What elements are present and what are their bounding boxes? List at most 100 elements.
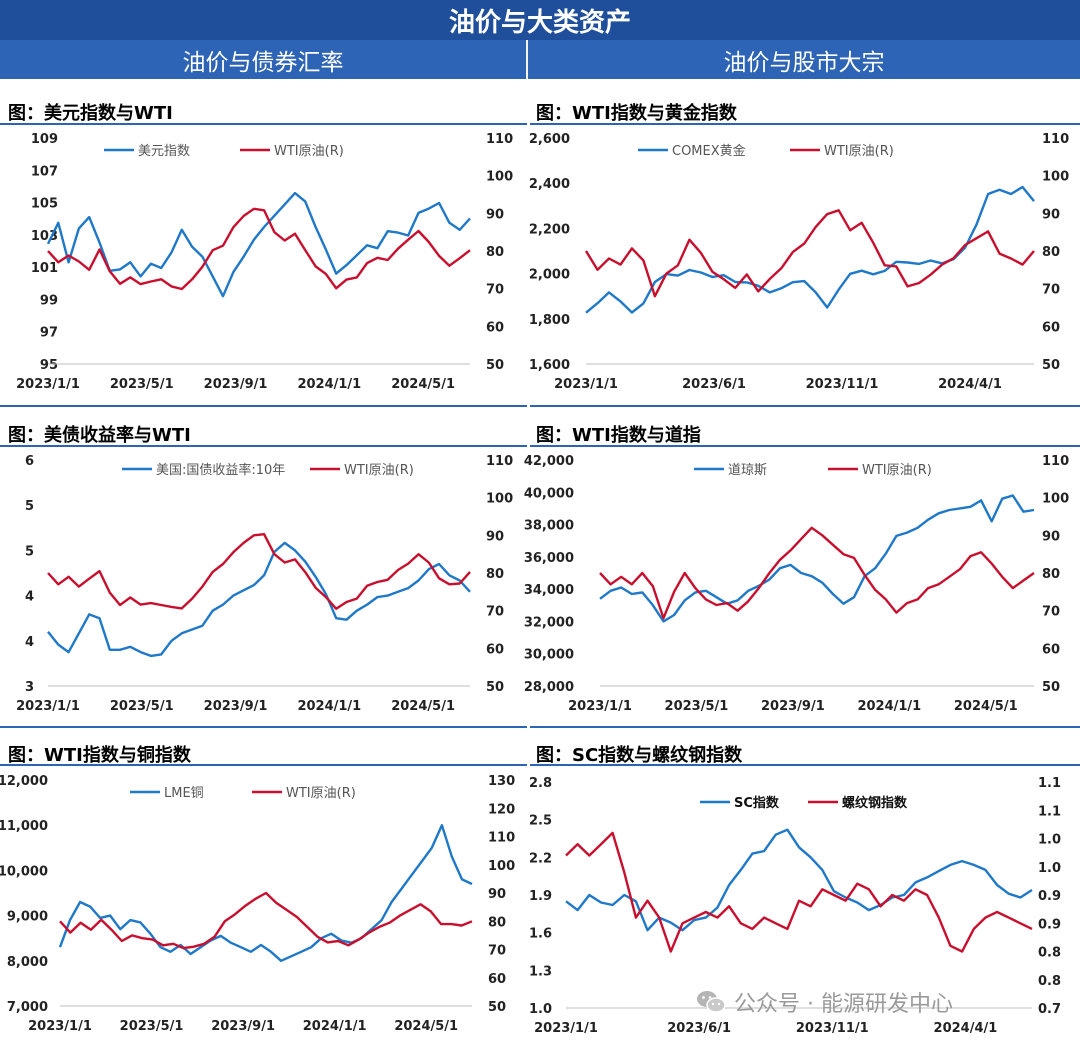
y-left-tick-label: 95 [40,358,58,373]
y-left-tick-label: 9,000 [7,910,48,925]
section-header-equity-commodity: 油价与股市大宗 [528,40,1080,79]
y-left-tick-label: 42,000 [524,454,574,469]
y-left-tick-label: 97 [40,326,58,341]
x-tick-label: 2023/1/1 [534,1021,598,1036]
y-right-tick-label: 60 [488,972,506,987]
y-left-tick-label: 5 [25,499,34,514]
y-right-tick-label: 60 [1042,642,1060,657]
y-right-tick-label: 1.0 [1038,861,1061,876]
x-tick-label: 2023/1/1 [28,1019,92,1034]
legend-label: WTI原油(R) [286,786,356,801]
y-right-tick-label: 60 [1042,320,1060,335]
watermark: 公众号 · 能源研发中心 [696,986,1046,1018]
legend-label: 美国:国债收益率:10年 [156,462,285,478]
chart-title-yield-wti: 图：美债收益率与WTI [8,425,191,446]
y-left-tick-label: 38,000 [524,519,574,534]
y-right-tick-label: 90 [488,887,506,902]
y-left-tick-label: 109 [31,132,58,147]
y-right-tick-label: 1.1 [1038,776,1061,791]
y-right-tick-label: 80 [486,245,504,260]
y-right-tick-label: 100 [486,492,513,507]
chart-title-copper-wti: 图：WTI指数与铜指数 [8,745,191,766]
x-tick-label: 2023/9/1 [204,699,268,714]
y-left-tick-label: 2,000 [529,268,570,283]
series-line-wti [59,891,473,950]
y-right-tick-label: 60 [486,320,504,335]
panel-rule [530,726,1080,728]
y-right-tick-label: 90 [486,207,504,222]
y-right-tick-label: 80 [488,915,506,930]
panel-rule [530,405,1080,407]
series-line-primary [599,494,1035,623]
x-tick-label: 2023/1/1 [16,377,80,392]
y-right-tick-label: 110 [486,132,513,147]
y-left-tick-label: 103 [31,229,58,244]
y-left-tick-label: 36,000 [524,551,574,566]
y-left-tick-label: 1.9 [529,889,552,904]
y-left-tick-label: 40,000 [524,486,574,501]
y-left-tick-label: 7,000 [7,1000,48,1015]
legend-label: LME铜 [164,786,204,801]
y-right-tick-label: 100 [486,170,513,185]
x-tick-label: 2023/9/1 [761,699,825,714]
chart-title-sc-rebar: 图：SC指数与螺纹钢指数 [536,745,743,766]
y-right-tick-label: 110 [486,454,513,469]
y-left-tick-label: 1.3 [529,964,552,979]
legend-label: WTI原油(R) [274,144,344,159]
y-left-tick-label: 4 [25,590,34,605]
series-line-wti [47,532,471,611]
x-tick-label: 2023/11/1 [796,1021,869,1036]
section-divider [526,40,528,79]
x-tick-label: 2024/1/1 [297,699,361,714]
x-tick-label: 2024/5/1 [394,1019,458,1034]
y-left-tick-label: 101 [31,261,58,276]
x-tick-label: 2023/6/1 [682,377,746,392]
panel-rule [0,726,527,728]
y-left-tick-label: 2.8 [529,776,552,791]
wechat-icon [697,991,726,1013]
panel-rule [0,445,527,447]
y-left-tick-label: 107 [31,164,58,179]
x-tick-label: 2023/1/1 [568,699,632,714]
y-left-tick-label: 2,400 [529,177,570,192]
y-right-tick-label: 80 [1042,567,1060,582]
y-left-tick-label: 12,000 [0,774,48,789]
y-left-tick-label: 2,200 [529,222,570,237]
y-right-tick-label: 0.8 [1038,946,1061,961]
y-right-tick-label: 100 [1042,170,1069,185]
x-tick-label: 2024/5/1 [391,699,455,714]
x-tick-label: 2024/4/1 [934,1021,998,1036]
x-tick-label: 2024/4/1 [938,377,1002,392]
y-left-tick-label: 4 [25,635,34,650]
y-left-tick-label: 11,000 [0,819,48,834]
page-title: 油价与大类资产 [0,0,1080,40]
panel-rule [530,764,1080,766]
y-left-tick-label: 2.5 [529,814,552,829]
x-tick-label: 2024/1/1 [297,377,361,392]
x-tick-label: 2023/5/1 [120,1019,184,1034]
chart-dow-wti: 28,000 30,000 32,000 34,000 36,000 38,000 40,0… [524,454,1069,714]
chart-title-dow-wti: 图：WTI指数与道指 [536,425,701,446]
y-right-tick-label: 70 [486,605,504,620]
legend-label: 螺纹钢指数 [842,795,908,811]
y-right-tick-label: 70 [1042,283,1060,298]
x-tick-label: 2023/1/1 [16,699,80,714]
series-line-primary [46,191,471,298]
x-tick-label: 2024/1/1 [303,1019,367,1034]
x-tick-label: 2024/5/1 [391,377,455,392]
y-left-tick-label: 5 [25,544,34,559]
series-line-wti [599,526,1035,620]
y-right-tick-label: 110 [1042,132,1069,147]
chart-title-usd-wti: 图：美元指数与WTI [8,103,173,124]
y-right-tick-label: 60 [486,642,504,657]
y-right-tick-label: 130 [488,774,515,789]
x-tick-label: 2024/1/1 [857,699,921,714]
y-right-tick-label: 110 [1042,454,1069,469]
legend-label: 美元指数 [138,144,190,159]
y-left-tick-label: 99 [40,293,58,308]
panel-rule [530,123,1080,125]
watermark-text: 公众号 · 能源研发中心 [734,992,953,1017]
y-right-tick-label: 70 [488,944,506,959]
y-right-tick-label: 1.1 [1038,804,1061,819]
series-line-primary [47,541,471,658]
